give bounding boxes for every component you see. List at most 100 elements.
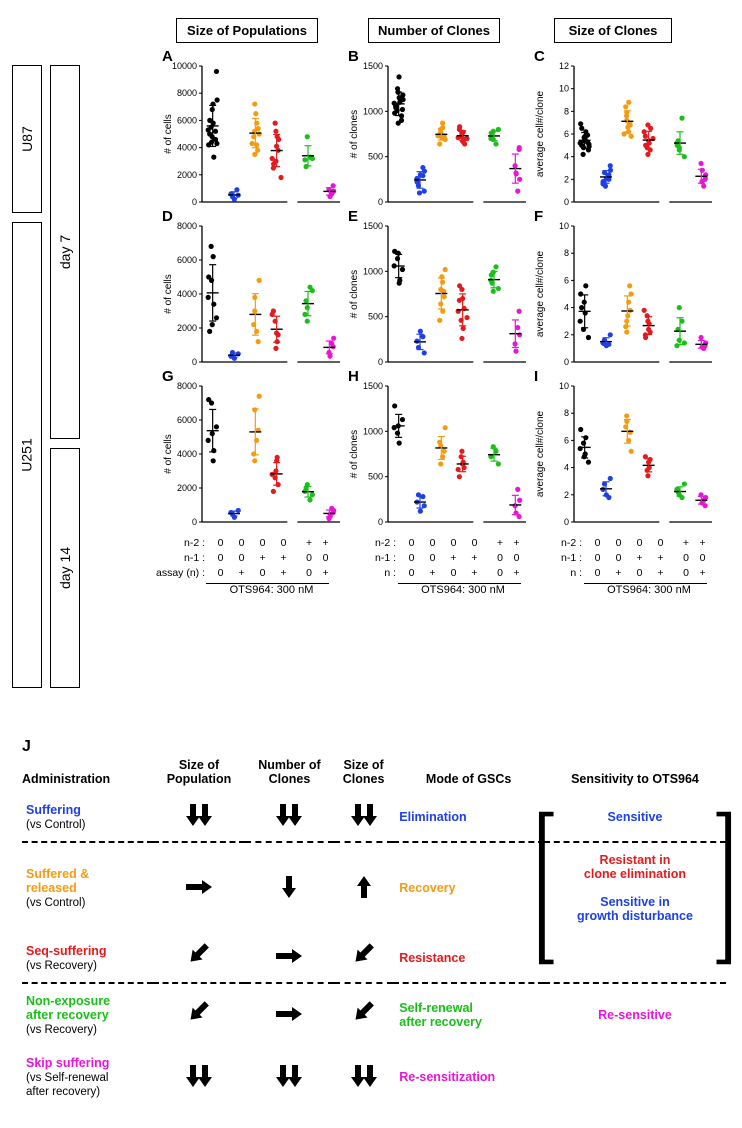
arrow-icon [185, 1063, 213, 1092]
svg-text:6: 6 [564, 129, 569, 139]
arrow-icon [275, 802, 303, 831]
charts-grid: A0200040006000800010000# of cellsB050010… [160, 52, 720, 612]
J-hdr-1: Size ofPopulation [153, 758, 245, 792]
svg-text:4: 4 [564, 463, 569, 473]
arrow-icon [274, 948, 304, 967]
svg-text:4000: 4000 [177, 449, 197, 459]
arrow-icon [350, 1063, 378, 1092]
colhdr-1: Number of Clones [368, 18, 500, 43]
chart-C: C024681012average cell#/clone [532, 52, 718, 212]
svg-text:average cell#/clone: average cell#/clone [535, 90, 546, 177]
svg-text:0: 0 [192, 517, 197, 527]
svg-text:0: 0 [378, 517, 383, 527]
svg-text:10000: 10000 [172, 61, 197, 71]
J-hdr-5: Sensitivity to OTS964 [544, 758, 726, 792]
svg-text:1500: 1500 [363, 381, 383, 391]
svg-text:4000: 4000 [177, 143, 197, 153]
arrow-icon [351, 943, 377, 972]
J-hdr-2: Number ofClones [245, 758, 334, 792]
vlabel-u251: U251 [12, 222, 42, 688]
svg-text:# of cells: # of cells [163, 114, 174, 153]
svg-text:average cell#/clone: average cell#/clone [535, 410, 546, 497]
vlabel-day14: day 14 [50, 448, 80, 688]
chart-B: B050010001500# of clones [346, 52, 532, 212]
svg-text:4: 4 [564, 152, 569, 162]
arrow-icon [185, 802, 213, 831]
svg-text:2: 2 [564, 490, 569, 500]
svg-text:6: 6 [564, 275, 569, 285]
chart-D: D02000400060008000# of cells [160, 212, 346, 372]
svg-text:# of cells: # of cells [163, 274, 174, 313]
chart-E: E050010001500# of clones [346, 212, 532, 372]
svg-text:0: 0 [564, 517, 569, 527]
vlabel-u251-text: U251 [19, 438, 35, 471]
vlabel-day7-text: day 7 [57, 235, 73, 269]
svg-text:10: 10 [559, 221, 569, 231]
J-hdr-4: Mode of GSCs [393, 758, 544, 792]
colhdr-2: Size of Clones [554, 18, 672, 43]
vlabel-day14-text: day 14 [57, 547, 73, 589]
arrow-icon [350, 802, 378, 831]
svg-text:8: 8 [564, 248, 569, 258]
svg-text:1000: 1000 [363, 106, 383, 116]
chart-F: F0246810average cell#/clone [532, 212, 718, 372]
svg-text:6000: 6000 [177, 415, 197, 425]
colhdr-0: Size of Populations [176, 18, 318, 43]
J-hdr-0: Administration [22, 758, 153, 792]
summary-table: AdministrationSize ofPopulationNumber of… [22, 758, 726, 1108]
svg-text:# of cells: # of cells [163, 434, 174, 473]
svg-text:12: 12 [559, 61, 569, 71]
svg-text:1000: 1000 [363, 426, 383, 436]
svg-text:2000: 2000 [177, 170, 197, 180]
svg-text:0: 0 [192, 357, 197, 367]
arrow-icon [351, 1001, 377, 1030]
J-row-3: Seq-suffering(vs Recovery)Resistance [22, 933, 726, 983]
J-hdr-3: Size ofClones [334, 758, 393, 792]
svg-text:10: 10 [559, 381, 569, 391]
svg-text:1500: 1500 [363, 221, 383, 231]
svg-text:0: 0 [564, 197, 569, 207]
arrow-icon [280, 874, 298, 903]
svg-text:# of clones: # of clones [349, 270, 360, 318]
arrow-icon [184, 879, 214, 898]
chart-H: H050010001500# of clones [346, 372, 532, 532]
svg-text:0: 0 [564, 357, 569, 367]
svg-text:average cell#/clone: average cell#/clone [535, 250, 546, 337]
J-row-2: Suffered &released(vs Control)RecoveryRe… [22, 843, 726, 933]
J-row-0: Suffering(vs Control)EliminationSensitiv… [22, 792, 726, 842]
panel-J: J AdministrationSize ofPopulationNumber … [0, 720, 742, 1128]
arrow-icon [274, 1006, 304, 1025]
svg-text:6: 6 [564, 435, 569, 445]
svg-text:# of clones: # of clones [349, 430, 360, 478]
svg-text:8: 8 [564, 106, 569, 116]
vlabel-u87: U87 [12, 65, 42, 213]
svg-text:8000: 8000 [177, 221, 197, 231]
svg-text:6000: 6000 [177, 115, 197, 125]
top-panels: U87 U251 day 7 day 14 Size of Population… [0, 0, 742, 720]
arrow-icon [186, 1001, 212, 1030]
svg-text:2: 2 [564, 174, 569, 184]
svg-text:0: 0 [378, 357, 383, 367]
arrow-icon [186, 943, 212, 972]
chart-I: I0246810average cell#/clone [532, 372, 718, 532]
svg-text:1000: 1000 [363, 266, 383, 276]
vlabel-day7: day 7 [50, 65, 80, 439]
svg-text:8: 8 [564, 408, 569, 418]
svg-text:2000: 2000 [177, 483, 197, 493]
svg-text:# of clones: # of clones [349, 110, 360, 158]
svg-text:4: 4 [564, 303, 569, 313]
arrow-icon [275, 1063, 303, 1092]
svg-text:500: 500 [368, 472, 383, 482]
svg-text:8000: 8000 [177, 381, 197, 391]
svg-text:2000: 2000 [177, 323, 197, 333]
arrow-icon [355, 874, 373, 903]
svg-text:8000: 8000 [177, 88, 197, 98]
svg-text:6000: 6000 [177, 255, 197, 265]
chart-G: G02000400060008000# of cells [160, 372, 346, 532]
chart-A: A0200040006000800010000# of cells [160, 52, 346, 212]
svg-text:10: 10 [559, 84, 569, 94]
J-row-6: Skip suffering(vs Self-renewalafter reco… [22, 1046, 726, 1108]
svg-text:500: 500 [368, 152, 383, 162]
svg-text:0: 0 [192, 197, 197, 207]
svg-text:0: 0 [378, 197, 383, 207]
